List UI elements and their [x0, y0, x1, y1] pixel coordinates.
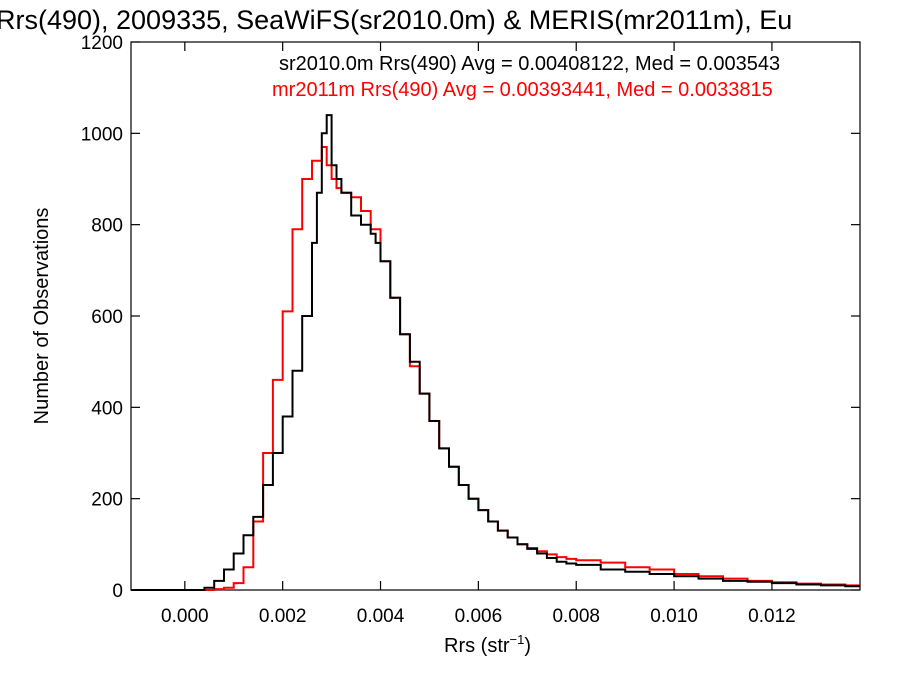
x-tick-label: 0.000 [161, 606, 209, 627]
y-axis-label: Number of Observations [31, 208, 53, 425]
y-tick-label: 800 [91, 216, 123, 237]
x-tick-label: 0.006 [455, 606, 503, 627]
chart-title: Rrs(490), 2009335, SeaWiFS(sr2010.0m) & … [0, 5, 792, 35]
legend-entry-red: mr2011m Rrs(490) Avg = 0.00393441, Med =… [272, 79, 773, 101]
series-black-histogram [131, 114, 860, 591]
y-axis-ticks: 0 200 400 600 800 1000 1200 [81, 33, 860, 602]
x-axis-label-close: ) [524, 635, 531, 657]
x-axis-label-superscript: −1 [510, 632, 525, 647]
series-red-histogram [131, 146, 860, 591]
plot-frame [130, 41, 861, 591]
x-tick-label: 0.002 [259, 606, 307, 627]
series-layer [131, 114, 860, 591]
x-axis-ticks: 0.000 0.002 0.004 0.006 0.008 0.010 0.012 [161, 42, 796, 627]
legend-entry-black: sr2010.0m Rrs(490) Avg = 0.00408122, Med… [279, 53, 780, 75]
x-tick-label: 0.004 [357, 606, 405, 627]
y-tick-label: 1000 [81, 124, 123, 145]
x-tick-label: 0.008 [552, 606, 600, 627]
x-axis-label-main: Rrs (str [444, 635, 510, 657]
x-axis-label: Rrs (str−1) [444, 632, 531, 657]
x-tick-label: 0.010 [650, 606, 698, 627]
y-tick-label: 1200 [81, 33, 123, 54]
x-tick-label: 0.012 [748, 606, 796, 627]
y-tick-label: 400 [91, 398, 123, 419]
y-tick-label: 200 [91, 490, 123, 511]
y-tick-label: 600 [91, 307, 123, 328]
y-tick-label: 0 [112, 581, 123, 602]
